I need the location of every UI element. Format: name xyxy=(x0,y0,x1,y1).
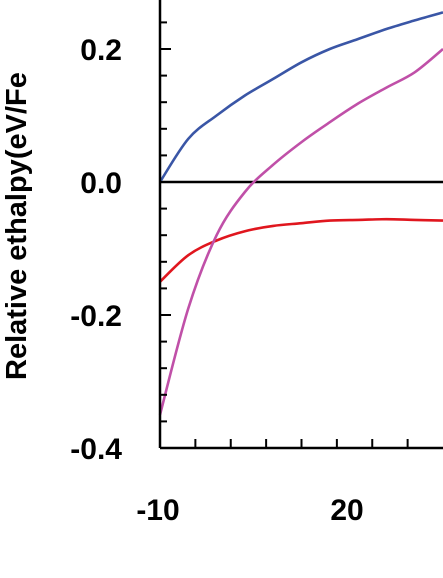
x-tick-label: -10 xyxy=(136,494,179,527)
series-line-1 xyxy=(158,11,443,183)
y-ticks-layer: -0.4 -0.2 0.0 0.2 xyxy=(70,21,171,466)
series-layer xyxy=(158,11,443,416)
y-tick-label: 0.0 xyxy=(80,167,122,200)
series-line-3 xyxy=(158,47,443,416)
y-tick-label: -0.2 xyxy=(70,300,122,333)
y-tick-label: -0.4 xyxy=(70,433,122,466)
series-line-2 xyxy=(159,217,443,283)
x-tick-label: 20 xyxy=(330,494,363,527)
x-ticks-layer: -10 20 xyxy=(136,439,409,527)
y-axis-title: Relative ethalpy(eV/Fe xyxy=(1,72,33,380)
y-tick-label: 0.2 xyxy=(80,34,122,67)
